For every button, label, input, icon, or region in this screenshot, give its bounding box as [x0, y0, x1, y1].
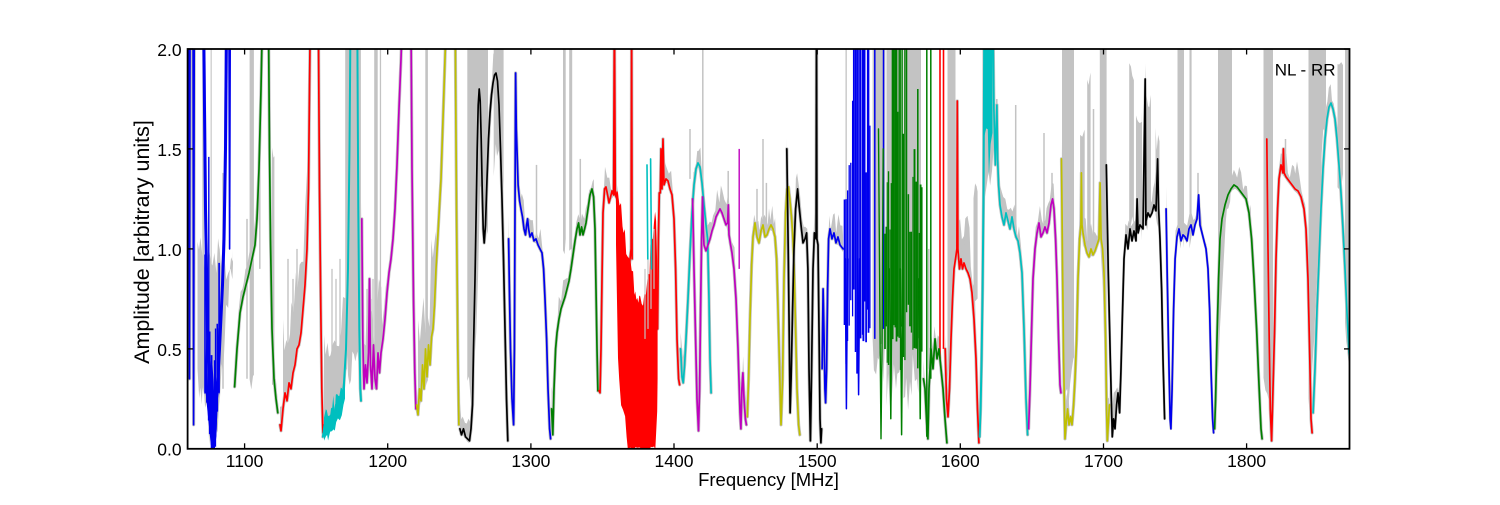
svg-text:1700: 1700 — [1084, 451, 1123, 471]
svg-text:1.0: 1.0 — [157, 240, 182, 260]
svg-text:1.5: 1.5 — [157, 140, 181, 160]
svg-text:1100: 1100 — [226, 451, 264, 471]
svg-text:1300: 1300 — [511, 451, 550, 471]
svg-text:Amplitude [arbitrary units]: Amplitude [arbitrary units] — [130, 120, 154, 364]
svg-text:1400: 1400 — [655, 451, 694, 471]
svg-text:1600: 1600 — [941, 451, 980, 471]
svg-text:1500: 1500 — [798, 451, 837, 471]
svg-text:NL - RR: NL - RR — [1275, 61, 1336, 80]
svg-text:0.0: 0.0 — [157, 440, 182, 460]
svg-text:0.5: 0.5 — [157, 340, 181, 360]
svg-text:1800: 1800 — [1227, 451, 1266, 471]
svg-text:2.0: 2.0 — [157, 40, 182, 60]
svg-text:1200: 1200 — [368, 451, 407, 471]
svg-text:Frequency [MHz]: Frequency [MHz] — [698, 469, 839, 490]
